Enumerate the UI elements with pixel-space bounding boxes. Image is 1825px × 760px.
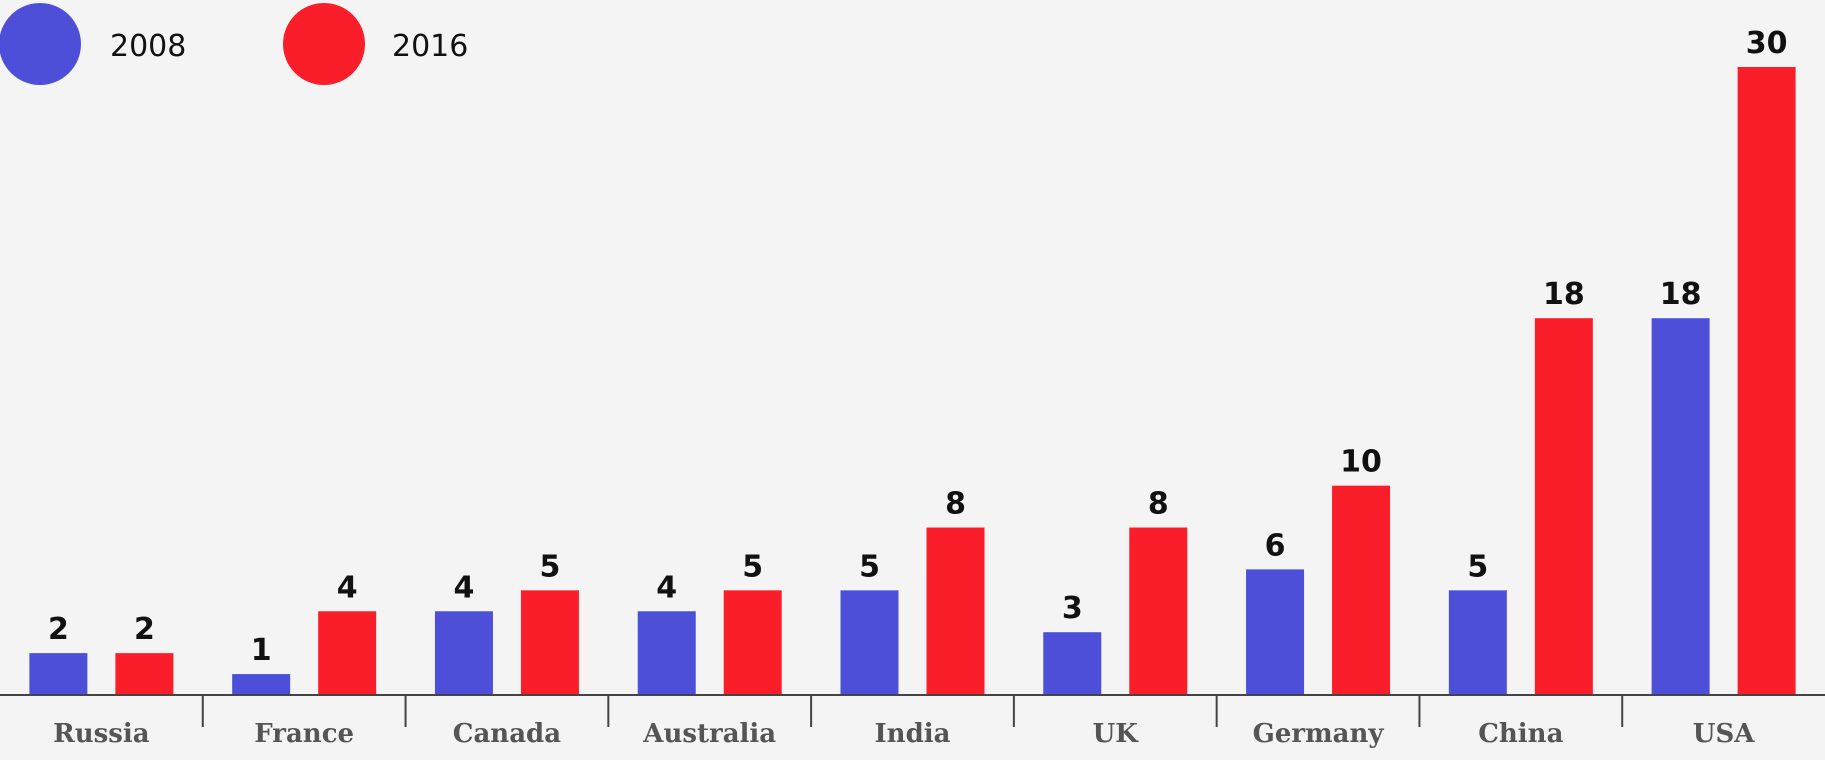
bar-china-2008 [1448,590,1507,695]
bar-india-2008 [840,590,899,695]
data-label-canada-2016: 5 [540,549,561,584]
x-tick-label-germany: Germany [1253,719,1385,749]
data-label-france-2008: 1 [251,633,272,668]
legend: 2008 2016 [0,3,468,85]
data-label-russia-2016: 2 [134,612,155,647]
bar-russia-2016 [115,653,174,695]
x-tick-label-uk: UK [1093,719,1140,749]
legend-swatch-2008 [0,3,81,85]
x-axis: Russia France Canada Australia India UK German… [53,695,1755,749]
bar-canada-2008 [434,611,493,695]
x-tick-label-canada: Canada [453,719,561,749]
bar-india-2016 [926,527,985,695]
bar-france-2008 [232,674,291,695]
bar-usa-2016 [1737,67,1796,695]
data-label-uk-2016: 8 [1148,487,1169,522]
bar-germany-2016 [1332,485,1391,695]
plot-area: 2 2 1 4 4 5 4 5 5 8 3 8 6 10 5 18 18 30 [29,26,1796,695]
x-tick-label-china: China [1478,719,1563,749]
legend-swatch-2016 [283,3,365,85]
bar-usa-2008 [1651,318,1710,695]
data-label-canada-2008: 4 [454,570,475,605]
data-label-germany-2008: 6 [1265,528,1286,563]
legend-item-2016: 2016 [283,3,468,85]
bar-russia-2008 [29,653,88,695]
data-label-russia-2008: 2 [48,612,69,647]
bar-germany-2008 [1246,569,1305,695]
x-tick-label-russia: Russia [53,719,150,749]
data-label-germany-2016: 10 [1340,445,1382,480]
data-label-china-2008: 5 [1467,549,1488,584]
x-tick-label-india: India [875,719,951,749]
data-label-india-2008: 5 [859,549,880,584]
bar-canada-2016 [520,590,579,695]
data-label-usa-2016: 30 [1746,26,1788,61]
data-label-india-2016: 8 [945,487,966,522]
bar-uk-2016 [1129,527,1188,695]
data-label-uk-2008: 3 [1062,591,1083,626]
legend-item-2008: 2008 [0,3,186,85]
data-label-australia-2016: 5 [742,549,763,584]
data-label-china-2016: 18 [1543,277,1585,312]
x-tick-label-usa: USA [1693,719,1755,749]
data-label-usa-2008: 18 [1660,277,1702,312]
x-tick-label-france: France [254,719,354,749]
data-label-australia-2008: 4 [656,570,677,605]
bar-china-2016 [1534,318,1593,695]
x-tick-label-australia: Australia [642,719,776,749]
bar-uk-2008 [1043,632,1102,695]
legend-label-2008: 2008 [110,29,186,64]
bar-australia-2016 [723,590,782,695]
bar-australia-2008 [637,611,696,695]
data-label-france-2016: 4 [337,570,358,605]
legend-label-2016: 2016 [392,29,468,64]
bar-france-2016 [318,611,377,695]
